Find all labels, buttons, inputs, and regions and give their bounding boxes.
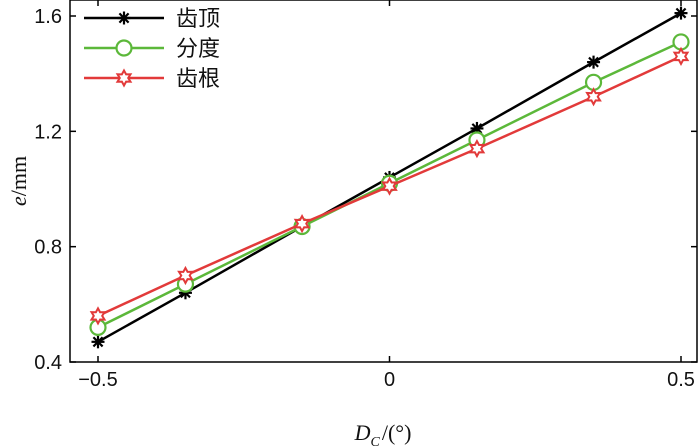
- x-tick-label: 0.5: [667, 369, 695, 391]
- y-tick-label: 0.4: [34, 352, 62, 374]
- y-tick-label: 1.2: [34, 121, 62, 143]
- data-point: [91, 335, 105, 349]
- legend-item: 齿顶: [84, 7, 220, 32]
- data-point: [468, 139, 486, 159]
- data-point: [674, 6, 688, 20]
- x-tick-label: −0.5: [78, 369, 117, 391]
- data-point: [293, 214, 311, 234]
- plot-frame: [69, 0, 698, 363]
- series-3: [89, 46, 690, 326]
- data-point: [672, 46, 690, 66]
- data-point: [585, 87, 602, 107]
- series-layer: [89, 6, 690, 349]
- y-tick-label: 1.6: [34, 6, 62, 28]
- legend-label: 齿顶: [176, 7, 220, 32]
- asterisk-marker: [117, 11, 131, 25]
- x-tick-label: 0: [384, 369, 395, 391]
- y-axis-label: e/mm: [6, 156, 31, 206]
- y-tick-label: 0.8: [34, 237, 62, 259]
- axis-ticks: −0.5 0 0.5 0.4 0.8 1.2 1.6: [34, 0, 697, 391]
- data-point: [89, 306, 107, 326]
- legend-label: 齿根: [176, 67, 220, 92]
- legend-item: 分度: [84, 37, 220, 62]
- data-point: [177, 265, 194, 286]
- legend-label: 分度: [176, 37, 220, 62]
- circle-marker: [115, 39, 133, 57]
- x-axis-label: DC/(°): [354, 420, 412, 448]
- data-point: [381, 176, 398, 196]
- legend-item: 齿根: [84, 67, 220, 92]
- data-point: [587, 55, 601, 69]
- star-marker: [115, 68, 133, 88]
